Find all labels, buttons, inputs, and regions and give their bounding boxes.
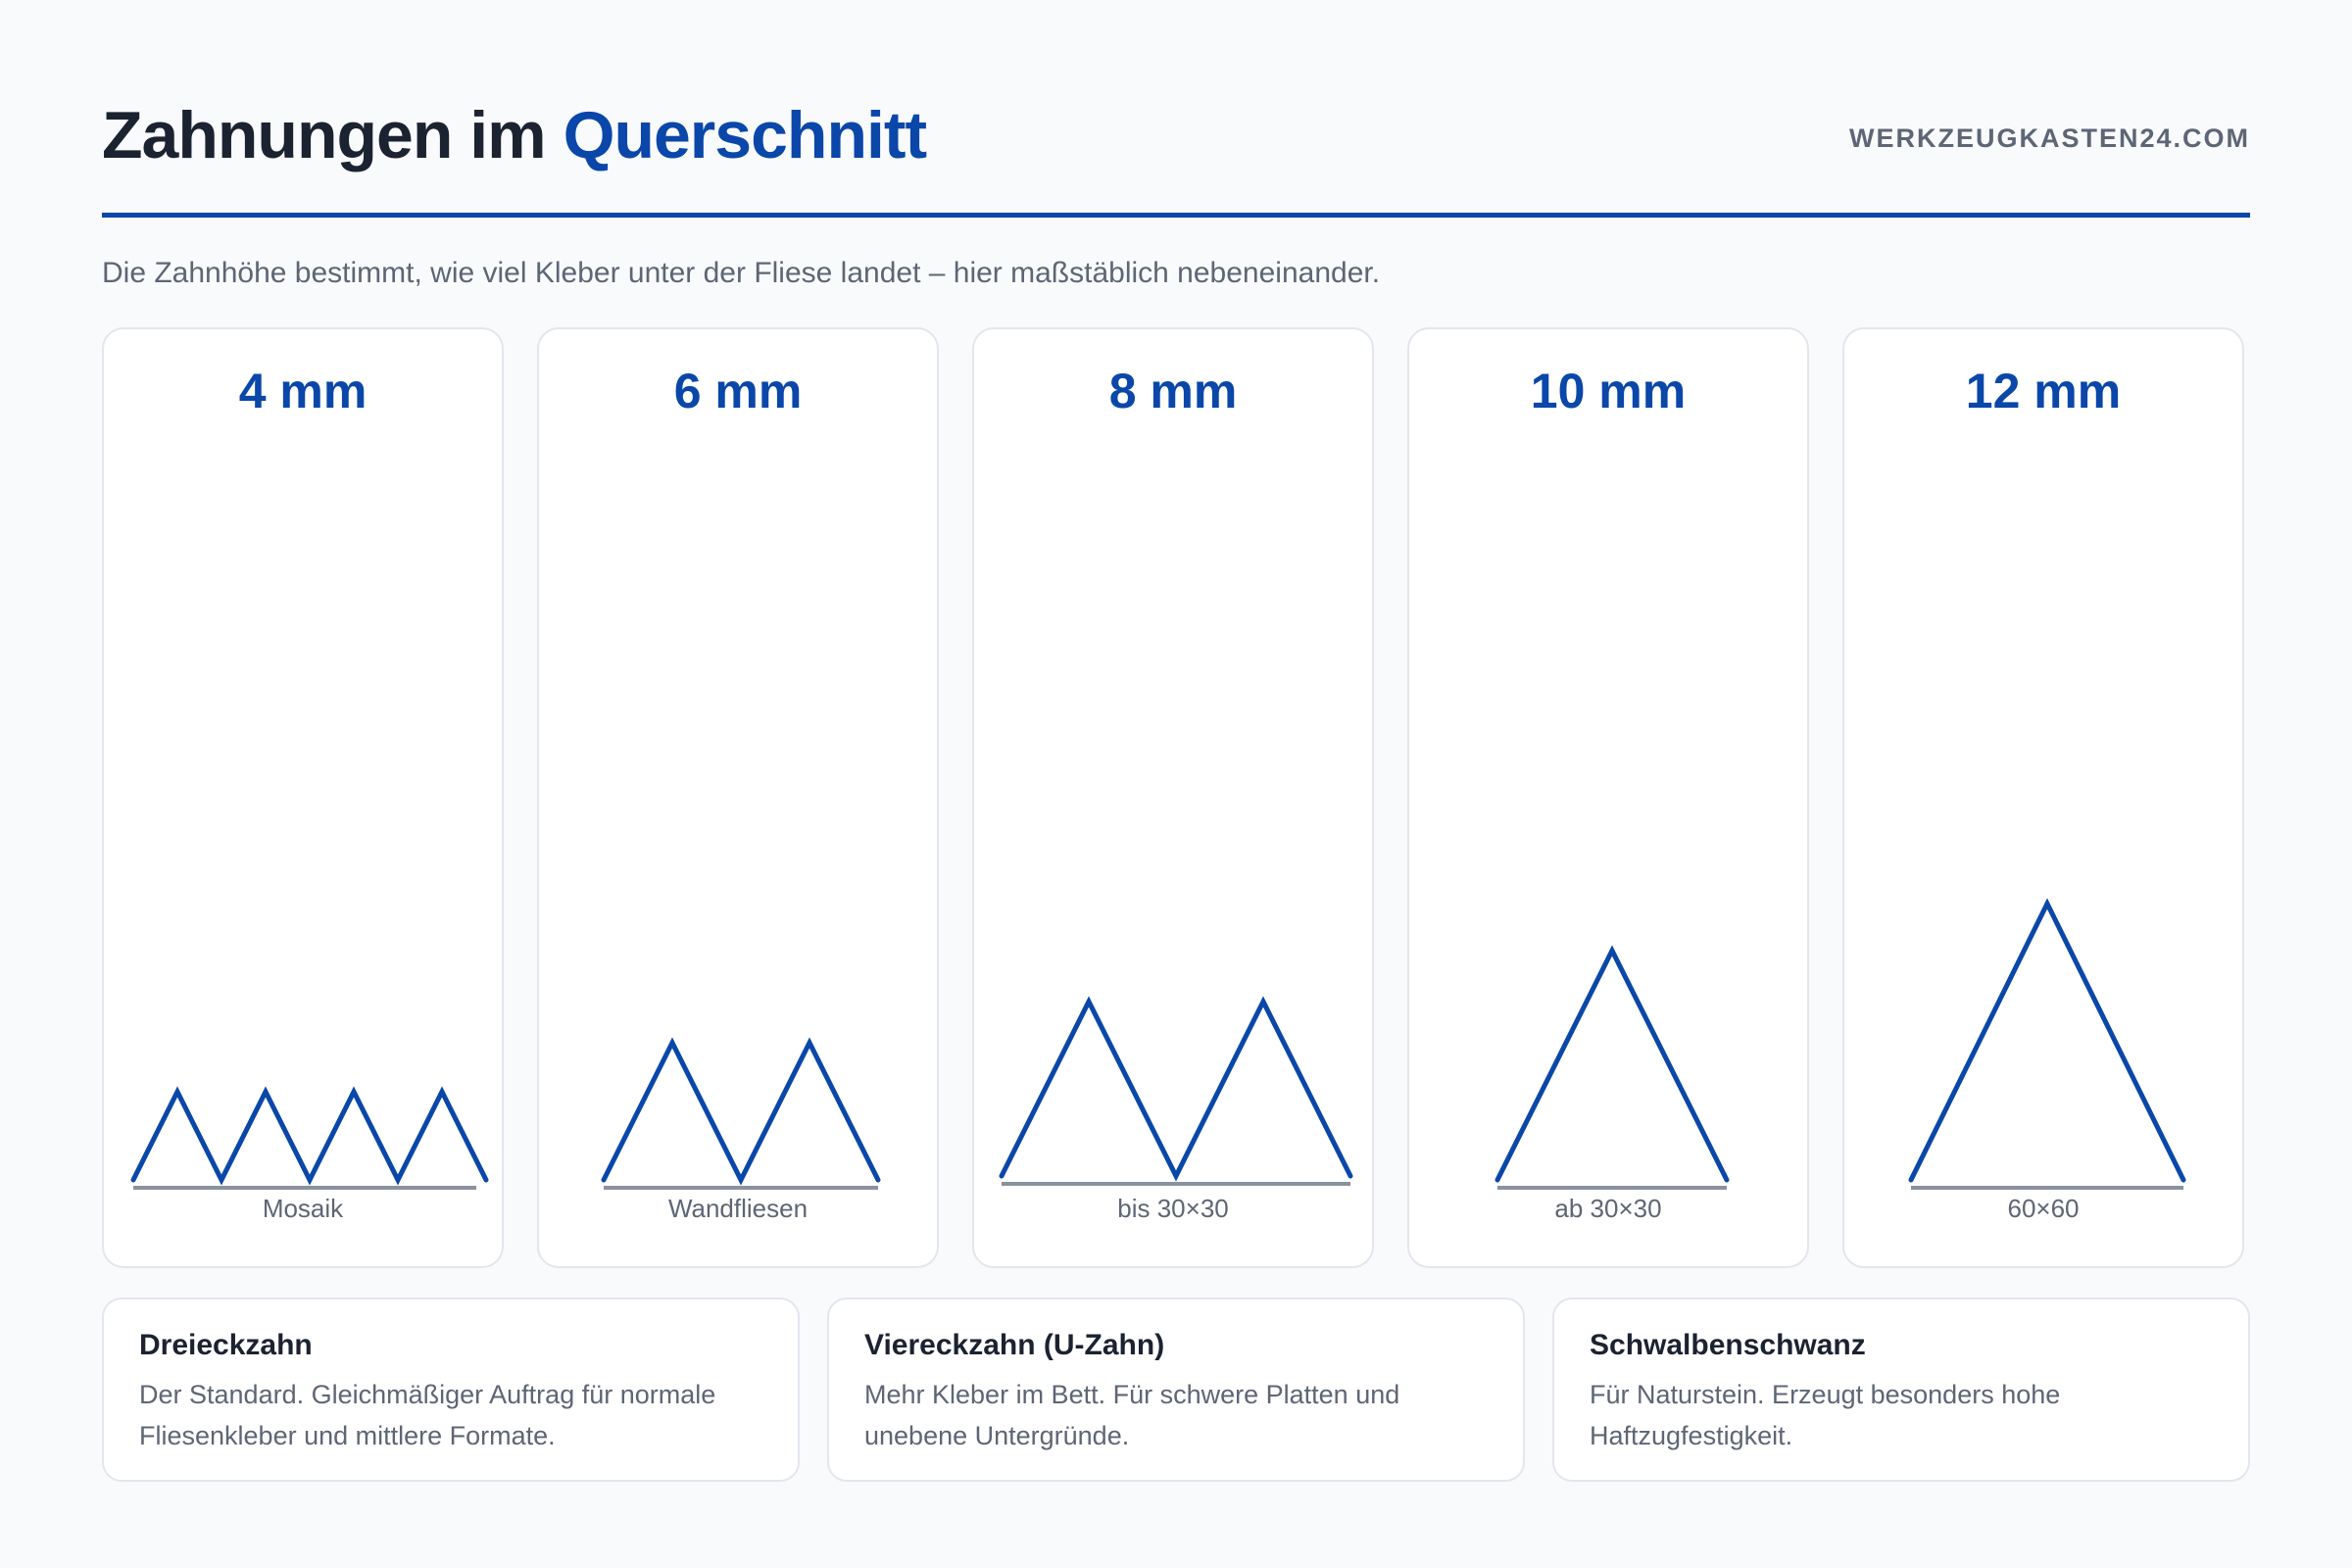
notch-profile-6mm — [539, 329, 941, 1270]
notch-card-12mm: 12 mm 60×60 — [1842, 327, 2244, 1268]
tooth-profile-line — [604, 1043, 878, 1180]
info-box-square: Viereckzahn (U-Zahn) Mehr Kleber im Bett… — [827, 1298, 1525, 1482]
notch-card-10mm: 10 mm ab 30×30 — [1407, 327, 1809, 1268]
info-box-dovetail: Schwalbenschwanz Für Naturstein. Erzeugt… — [1552, 1298, 2250, 1482]
header: Zahnungen im Querschnitt WERKZEUGKASTEN2… — [102, 94, 2250, 176]
tooth-profile-line — [1497, 951, 1727, 1180]
notch-profile-10mm — [1409, 329, 1811, 1270]
notch-profile-4mm — [104, 329, 506, 1270]
notch-card-4mm: 4 mm Mosaik — [102, 327, 504, 1268]
header-divider — [102, 213, 2250, 218]
notch-usage-label: 60×60 — [1844, 1192, 2242, 1225]
info-text: Für Naturstein. Erzeugt besonders hohe H… — [1590, 1374, 2213, 1456]
info-text: Mehr Kleber im Bett. Für schwere Platten… — [864, 1374, 1488, 1456]
brand-label: WERKZEUGKASTEN24.COM — [1849, 123, 2250, 154]
notch-usage-label: Wandfliesen — [539, 1192, 937, 1225]
info-title: Schwalbenschwanz — [1590, 1329, 2213, 1362]
notch-card-8mm: 8 mm bis 30×30 — [972, 327, 1374, 1268]
info-text: Der Standard. Gleichmäßiger Auftrag für … — [139, 1374, 762, 1456]
title-main: Zahnungen im — [102, 98, 546, 172]
tooth-profile-line — [133, 1092, 486, 1180]
notch-card-6mm: 6 mm Wandfliesen — [537, 327, 939, 1268]
info-title: Dreieckzahn — [139, 1329, 762, 1362]
notch-profile-8mm — [974, 329, 1376, 1270]
notch-profile-12mm — [1844, 329, 2246, 1270]
notch-usage-label: Mosaik — [104, 1192, 502, 1225]
tooth-profile-line — [1911, 904, 2183, 1180]
info-box-triangle: Dreieckzahn Der Standard. Gleichmäßiger … — [102, 1298, 800, 1482]
title-accent: Querschnitt — [564, 98, 927, 172]
notch-usage-label: ab 30×30 — [1409, 1192, 1807, 1225]
notch-usage-label: bis 30×30 — [974, 1192, 1372, 1225]
page-title: Zahnungen im Querschnitt — [102, 94, 926, 176]
info-title: Viereckzahn (U-Zahn) — [864, 1329, 1488, 1362]
tooth-profile-line — [1002, 1002, 1350, 1176]
page-subtitle: Die Zahnhöhe bestimmt, wie viel Kleber u… — [102, 257, 1380, 290]
